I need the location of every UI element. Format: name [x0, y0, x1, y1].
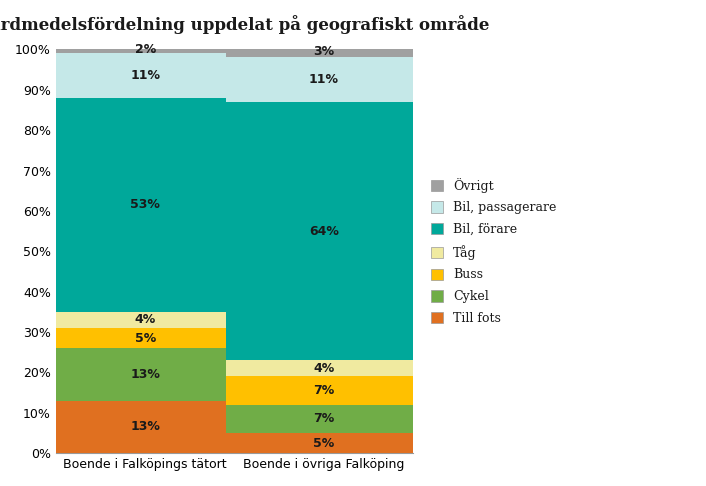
Bar — [226, 377, 422, 405]
Text: 53%: 53% — [130, 198, 160, 211]
Text: 7%: 7% — [313, 412, 335, 425]
Bar — [226, 45, 422, 57]
Text: 5%: 5% — [313, 436, 335, 450]
Bar — [47, 98, 244, 312]
Bar — [47, 312, 244, 328]
Bar — [226, 102, 422, 360]
Text: 4%: 4% — [313, 362, 335, 375]
Legend: Övrigt, Bil, passagerare, Bil, förare, Tåg, Buss, Cykel, Till fots: Övrigt, Bil, passagerare, Bil, förare, T… — [426, 174, 560, 329]
Bar — [47, 328, 244, 348]
Bar — [226, 57, 422, 102]
Text: 64%: 64% — [309, 225, 339, 238]
Bar — [226, 433, 422, 453]
Bar — [226, 405, 422, 433]
Bar — [47, 348, 244, 400]
Text: 7%: 7% — [313, 384, 335, 397]
Text: 2%: 2% — [135, 43, 156, 56]
Bar — [47, 400, 244, 453]
Text: 13%: 13% — [130, 420, 160, 434]
Bar — [47, 53, 244, 98]
Text: 11%: 11% — [309, 73, 339, 86]
Title: Färdmedelsfördelning uppdelat på geografiskt område: Färdmedelsfördelning uppdelat på geograf… — [0, 15, 490, 34]
Text: 3%: 3% — [313, 45, 335, 58]
Text: 13%: 13% — [130, 368, 160, 381]
Text: 5%: 5% — [135, 331, 156, 345]
Text: 4%: 4% — [135, 313, 156, 327]
Bar — [226, 360, 422, 377]
Text: 11%: 11% — [130, 69, 160, 82]
Bar — [47, 45, 244, 53]
